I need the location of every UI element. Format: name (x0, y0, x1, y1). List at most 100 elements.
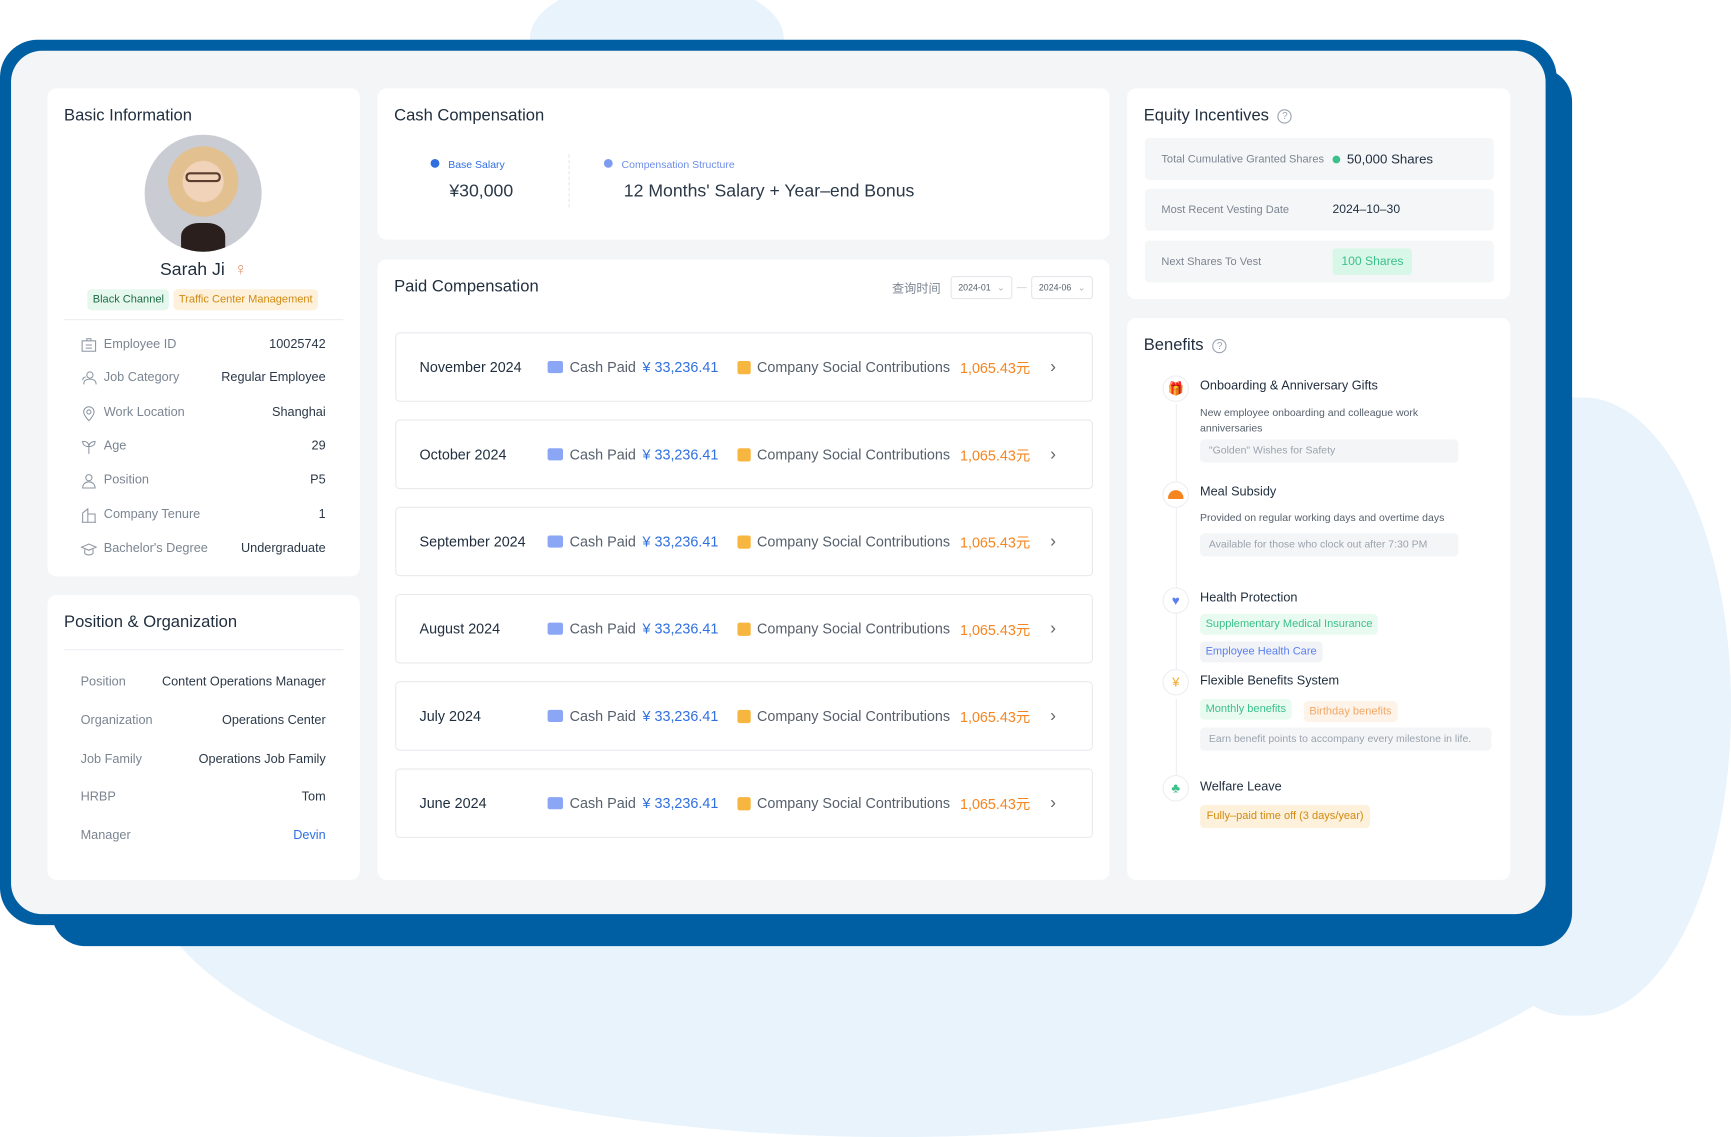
social-contribution-icon (737, 709, 751, 723)
employee-name: Sarah Ji (159, 260, 225, 280)
benefit-desc: Provided on regular working days and ove… (1200, 512, 1445, 525)
info-row-work-location: Work Location Shanghai (81, 402, 326, 424)
cash-paid-label: Cash Paid (569, 358, 636, 376)
social-contribution-icon (737, 796, 751, 810)
cash-icon (547, 797, 564, 810)
info-row-employee-id: Employee ID 10025742 (81, 333, 326, 355)
chevron-right-icon[interactable]: › (1050, 793, 1056, 812)
date-to-select[interactable]: 2024-06 ⌄ (1031, 276, 1093, 300)
cash-icon (547, 361, 564, 374)
info-row-job-category: Job Category Regular Employee (81, 367, 326, 389)
social-contribution-value: 1,065.43元 (959, 359, 1031, 377)
benefit-tag: Supplementary Medical Insurance (1200, 613, 1379, 635)
payment-row[interactable]: October 2024 Cash Paid ¥ 33,236.41 Company … (395, 419, 1093, 490)
heart-pulse-icon: ♥ (1162, 587, 1190, 614)
chevron-right-icon[interactable]: › (1050, 531, 1056, 551)
chevron-right-icon[interactable]: › (1050, 444, 1056, 464)
card-title: Equity Incentives? (1144, 106, 1293, 125)
social-contribution-label: Company Social Contributions (756, 533, 951, 550)
social-contribution-value: 1,065.43元 (959, 447, 1031, 464)
social-contribution-value: 1,065.43元 (959, 795, 1031, 813)
cash-paid-value: ¥ 33,236.41 (642, 533, 719, 550)
timeline-line (1175, 613, 1177, 674)
payment-month: November 2024 (419, 358, 522, 376)
chevron-right-icon[interactable]: › (1050, 357, 1056, 376)
cash-paid-label: Cash Paid (569, 533, 636, 550)
divider (64, 649, 344, 651)
avatar[interactable] (144, 134, 262, 252)
payment-row[interactable]: September 2024 Cash Paid ¥ 33,236.41 Compan… (395, 506, 1093, 577)
org-row-position: Position Content Operations Manager (80, 675, 326, 689)
cash-paid-value: ¥ 33,236.41 (642, 620, 719, 638)
cash-paid-label: Cash Paid (569, 794, 636, 812)
social-contribution-label: Company Social Contributions (756, 794, 951, 812)
next-shares-badge: 100 Shares (1332, 248, 1413, 275)
help-icon[interactable]: ? (1277, 108, 1293, 124)
equity-card: Equity Incentives? Total Cumulative Gran… (1127, 88, 1511, 300)
id-card-icon (81, 337, 97, 352)
dot-icon (430, 158, 440, 168)
social-contribution-icon (737, 534, 751, 549)
benefit-tag: Monthly benefits (1200, 698, 1292, 720)
benefit-tag: Fully–paid time off (3 days/year) (1200, 804, 1371, 828)
social-contribution-icon (737, 622, 751, 636)
timeline-line (1175, 404, 1177, 495)
equity-row-vesting-date: Most Recent Vesting Date 2024–10–30 (1144, 188, 1494, 231)
cash-paid-label: Cash Paid (569, 707, 636, 725)
payment-row[interactable]: November 2024 Cash Paid ¥ 33,236.41 Company… (395, 332, 1093, 402)
cash-icon (547, 448, 564, 461)
cash-paid-value: ¥ 33,236.41 (642, 707, 719, 725)
tag-channel: Black Channel (87, 289, 170, 311)
social-contribution-value: 1,065.43元 (959, 708, 1031, 726)
social-contribution-label: Company Social Contributions (756, 358, 951, 376)
benefit-title: Flexible Benefits System (1200, 674, 1340, 688)
tag-department: Traffic Center Management (173, 289, 319, 311)
payment-month: June 2024 (419, 794, 487, 812)
cash-paid-value: ¥ 33,236.41 (642, 358, 719, 376)
org-row-organization: Organization Operations Center (80, 714, 326, 728)
payment-row[interactable]: August 2024 Cash Paid ¥ 33,236.41 Company S… (395, 593, 1093, 664)
org-row-job-family: Job Family Operations Job Family (80, 752, 326, 767)
equity-row-total: Total Cumulative Granted Shares 50,000 Sh… (1144, 138, 1494, 180)
benefit-tag: Employee Health Care (1200, 641, 1323, 663)
payment-month: September 2024 (419, 533, 526, 550)
benefit-title: Meal Subsidy (1200, 485, 1277, 500)
person-icon (82, 473, 96, 489)
benefit-title: Welfare Leave (1200, 780, 1282, 794)
benefit-tag: Birthday benefits (1303, 701, 1398, 723)
base-salary-label: Base Salary (430, 158, 505, 171)
employee-name-line: Sarah Ji ♀ (47, 261, 359, 281)
info-row-degree: Bachelor's Degree Undergraduate (80, 538, 326, 560)
social-contribution-icon (737, 360, 751, 374)
divider (64, 319, 344, 321)
manager-link[interactable]: Devin (293, 829, 326, 843)
chevron-right-icon[interactable]: › (1050, 706, 1056, 725)
chevron-right-icon[interactable]: › (1050, 618, 1056, 638)
equity-row-next-vest: Next Shares To Vest 100 Shares (1144, 240, 1494, 283)
base-salary-value: ¥30,000 (449, 182, 514, 201)
paid-compensation-card: Paid Compensation 查询时间 2024-01 ⌄ 2024-06 ⌄… (377, 259, 1110, 880)
payment-row[interactable]: June 2024 Cash Paid ¥ 33,236.41 Company Soc… (395, 768, 1093, 838)
divider (568, 154, 570, 208)
help-icon[interactable]: ? (1212, 338, 1227, 353)
range-separator (1016, 287, 1027, 289)
chevron-down-icon: ⌄ (1077, 282, 1086, 293)
payment-row[interactable]: July 2024 Cash Paid ¥ 33,236.41 Company Soc… (395, 681, 1093, 751)
social-contribution-value: 1,065.43元 (959, 621, 1031, 639)
date-from-select[interactable]: 2024-01 ⌄ (950, 276, 1013, 300)
card-title: Basic Information (64, 105, 192, 125)
cash-paid-label: Cash Paid (569, 446, 636, 463)
chevron-down-icon: ⌄ (997, 282, 1005, 293)
cash-compensation-card: Cash Compensation Base Salary ¥30,000 Co… (377, 88, 1110, 240)
dot-icon (603, 158, 613, 168)
benefits-card: Benefits? 🎁 Onboarding & Anniversary Gif… (1127, 317, 1511, 880)
card-title: Paid Compensation (394, 277, 539, 296)
graduation-cap-icon (80, 542, 98, 555)
timeline-line (1175, 698, 1177, 777)
benefit-note: "Golden" Wishes for Safety (1200, 439, 1459, 463)
info-row-age: Age 29 (81, 435, 326, 457)
structure-value: 12 Months' Salary + Year–end Bonus (623, 182, 915, 201)
payment-month: July 2024 (419, 707, 481, 725)
social-contribution-value: 1,065.43元 (959, 534, 1031, 551)
